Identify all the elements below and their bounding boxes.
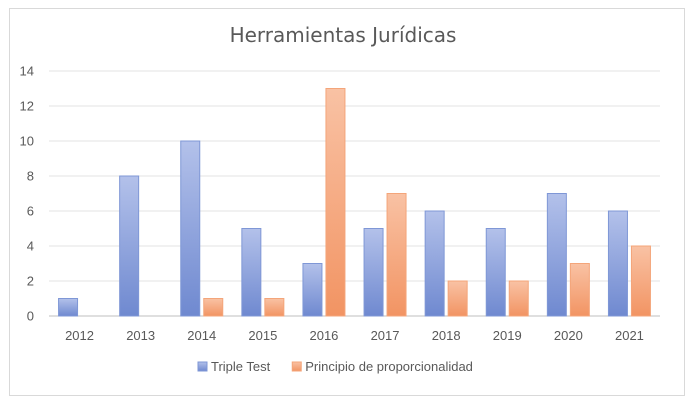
chart-title: Herramientas Jurídicas: [230, 23, 457, 47]
bar-triple-test-2019: [485, 228, 506, 317]
x-tick-label: 2014: [187, 328, 216, 343]
bar-triple-test-2017: [363, 228, 384, 317]
x-tick-label: 2021: [615, 328, 644, 343]
legend-label: Triple Test: [211, 359, 271, 374]
bar-principio-proporcionalidad-2015: [264, 298, 285, 317]
bar-principio-proporcionalidad-2020: [569, 263, 590, 317]
x-tick-label: 2015: [248, 328, 277, 343]
bar-principio-proporcionalidad-2016: [325, 88, 346, 317]
x-tick-label: 2016: [309, 328, 338, 343]
x-tick-label: 2017: [371, 328, 400, 343]
x-tick-label: 2020: [554, 328, 583, 343]
bar-principio-proporcionalidad-2018: [447, 280, 468, 317]
bar-triple-test-2015: [241, 228, 262, 317]
y-tick-label: 0: [27, 309, 34, 324]
bar-principio-proporcionalidad-2021: [630, 245, 651, 317]
bar-triple-test-2016: [302, 263, 323, 317]
bar-triple-test-2014: [180, 140, 201, 317]
bar-triple-test-2021: [607, 210, 628, 317]
bar-principio-proporcionalidad-2014: [203, 298, 224, 317]
bar-triple-test-2018: [424, 210, 445, 317]
bar-triple-test-2012: [58, 298, 79, 317]
legend-label: Principio de proporcionalidad: [305, 359, 473, 374]
legend: Triple Test Principio de proporcionalidad: [197, 359, 473, 374]
x-tick-label: 2012: [65, 328, 94, 343]
y-tick-label: 8: [27, 169, 34, 184]
y-tick-label: 2: [27, 274, 34, 289]
legend-swatch: [291, 361, 302, 372]
x-tick-label: 2013: [126, 328, 155, 343]
bar-triple-test-2013: [119, 175, 140, 317]
legend-swatch: [197, 361, 208, 372]
y-tick-label: 10: [20, 134, 34, 149]
x-tick-label: 2019: [493, 328, 522, 343]
y-tick-label: 14: [20, 64, 34, 79]
y-tick-label: 6: [27, 204, 34, 219]
bar-principio-proporcionalidad-2019: [508, 280, 529, 317]
bar-principio-proporcionalidad-2017: [386, 193, 407, 317]
y-tick-label: 4: [27, 239, 34, 254]
bar-triple-test-2020: [546, 193, 567, 317]
x-tick-label: 2018: [432, 328, 461, 343]
y-tick-label: 12: [20, 99, 34, 114]
